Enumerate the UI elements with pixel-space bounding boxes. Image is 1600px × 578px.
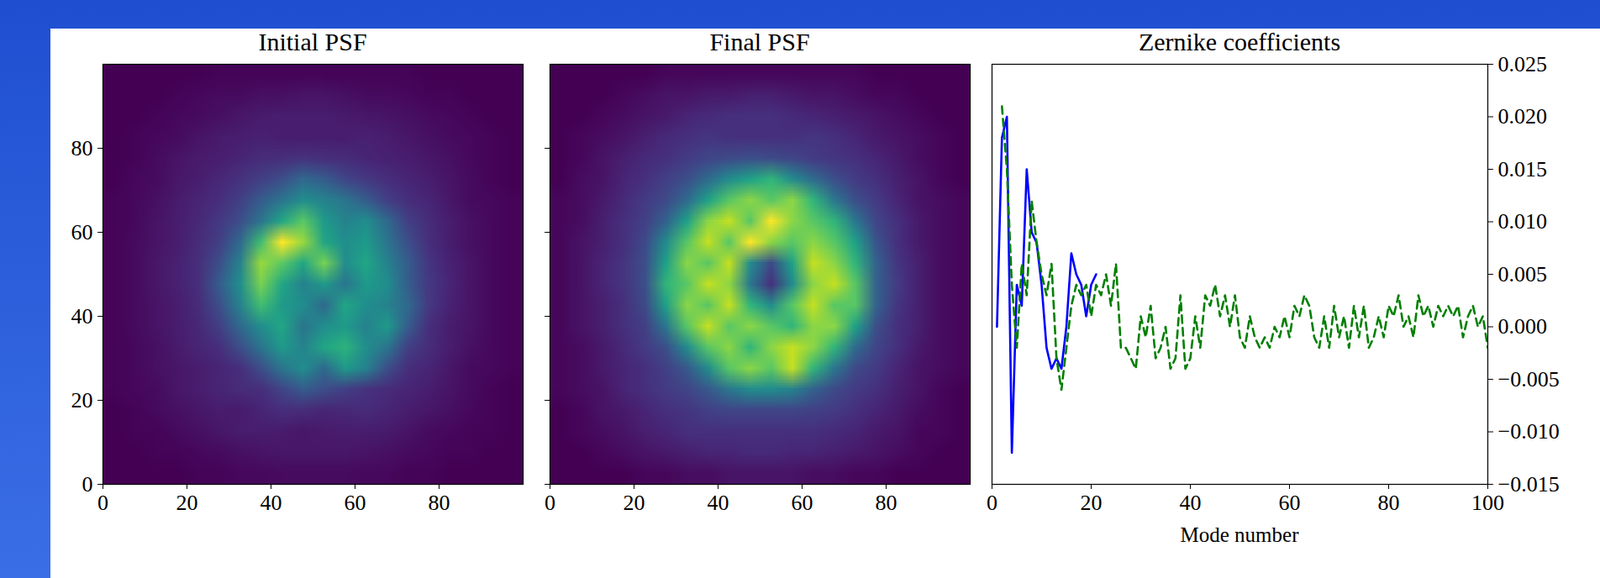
svg-text:60: 60 bbox=[1278, 490, 1301, 516]
svg-text:0: 0 bbox=[544, 490, 556, 516]
svg-text:0.025: 0.025 bbox=[1498, 52, 1548, 77]
svg-text:60: 60 bbox=[791, 490, 814, 516]
svg-text:0.010: 0.010 bbox=[1498, 209, 1548, 234]
svg-text:60: 60 bbox=[344, 490, 367, 516]
html-text:Final PSF: Final PSF bbox=[709, 27, 810, 56]
svg-text:0: 0 bbox=[82, 472, 94, 497]
html-text:Mode number: Mode number bbox=[1180, 523, 1299, 547]
svg-text:80: 80 bbox=[71, 136, 94, 161]
svg-text:40: 40 bbox=[260, 490, 283, 516]
svg-text:−0.005: −0.005 bbox=[1498, 367, 1560, 392]
html-text:Zernike coefficients: Zernike coefficients bbox=[1138, 27, 1341, 56]
svg-text:80: 80 bbox=[1378, 490, 1400, 516]
svg-text:20: 20 bbox=[623, 490, 646, 516]
html-text:Initial PSF: Initial PSF bbox=[258, 27, 367, 56]
svg-text:0: 0 bbox=[97, 490, 109, 516]
svg-text:0.005: 0.005 bbox=[1498, 262, 1548, 287]
svg-text:60: 60 bbox=[71, 220, 94, 245]
svg-text:40: 40 bbox=[1179, 490, 1202, 516]
svg-text:0.000: 0.000 bbox=[1498, 314, 1548, 339]
svg-text:20: 20 bbox=[71, 388, 94, 413]
svg-text:−0.010: −0.010 bbox=[1498, 419, 1560, 444]
svg-text:80: 80 bbox=[428, 490, 451, 516]
svg-text:0: 0 bbox=[986, 490, 998, 516]
svg-text:20: 20 bbox=[176, 490, 199, 516]
svg-text:80: 80 bbox=[875, 490, 898, 516]
svg-text:20: 20 bbox=[1080, 490, 1103, 516]
svg-text:0.020: 0.020 bbox=[1498, 104, 1548, 129]
svg-text:40: 40 bbox=[707, 490, 730, 516]
svg-text:40: 40 bbox=[71, 304, 94, 329]
svg-text:−0.015: −0.015 bbox=[1498, 472, 1560, 497]
svg-text:0.015: 0.015 bbox=[1498, 157, 1548, 182]
svg-text:100: 100 bbox=[1471, 490, 1505, 516]
